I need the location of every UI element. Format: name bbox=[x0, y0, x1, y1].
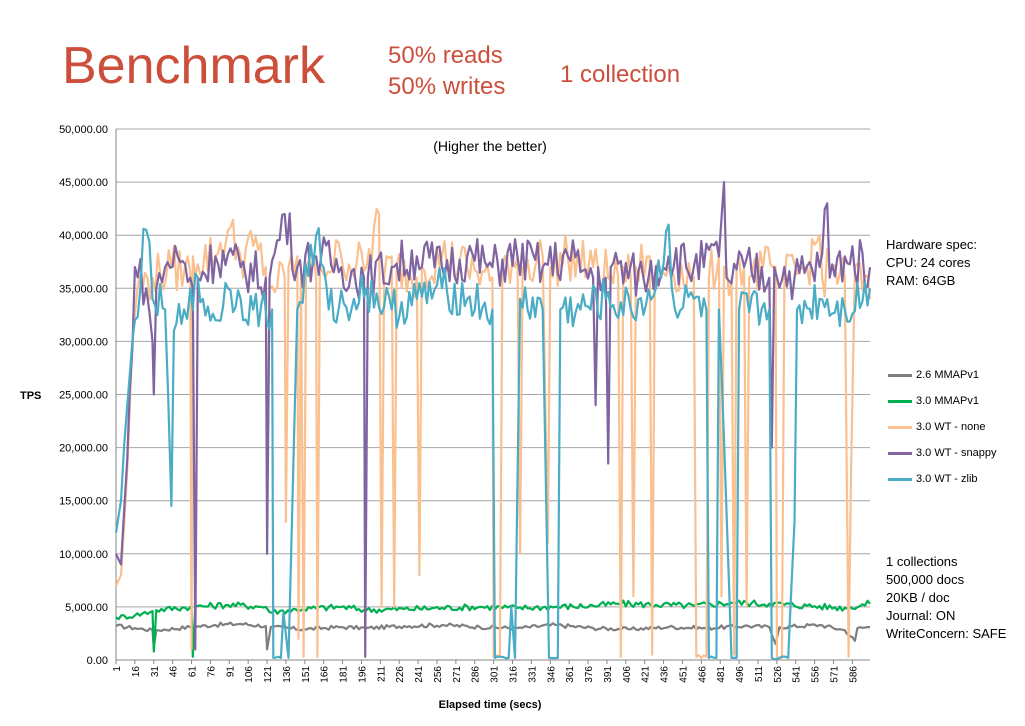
legend-label: 3.0 WT - zlib bbox=[916, 473, 978, 485]
x-tick-label: 271 bbox=[452, 666, 463, 683]
legend-swatch bbox=[888, 477, 912, 481]
legend-swatch bbox=[888, 399, 912, 403]
x-tick-label: 121 bbox=[263, 666, 274, 683]
series-line-4 bbox=[114, 223, 872, 661]
x-axis-title: Elapsed time (secs) bbox=[439, 699, 542, 711]
legend-swatch bbox=[888, 373, 912, 377]
x-tick-label: 406 bbox=[622, 666, 633, 683]
x-tick-label: 196 bbox=[357, 666, 368, 683]
y-tick-label: 45,000.00 bbox=[59, 177, 108, 189]
y-axis-ticks: 0.00 5,000.00 10,000.00 15,000.00 20,000.00 2… bbox=[59, 124, 108, 667]
x-tick-label: 1 bbox=[112, 666, 123, 672]
x-tick-label: 451 bbox=[678, 666, 689, 683]
x-tick-label: 391 bbox=[603, 666, 614, 683]
x-tick-label: 76 bbox=[206, 666, 217, 678]
x-tick-label: 466 bbox=[697, 666, 708, 683]
config-line: WriteConcern: SAFE bbox=[886, 626, 1007, 641]
x-tick-label: 421 bbox=[641, 666, 652, 683]
x-tick-label: 151 bbox=[301, 666, 312, 683]
x-tick-label: 181 bbox=[339, 666, 350, 683]
y-tick-label: 40,000.00 bbox=[59, 230, 108, 242]
x-tick-label: 31 bbox=[150, 666, 161, 678]
x-axis-ticks: 1 16 31 46 61 76 91 106 121 136 151 166 181 196 211 226… bbox=[112, 660, 859, 683]
x-tick-label: 511 bbox=[754, 666, 765, 682]
x-tick-label: 496 bbox=[735, 666, 746, 683]
y-tick-label: 20,000.00 bbox=[59, 443, 108, 455]
x-tick-label: 16 bbox=[131, 666, 142, 678]
series-line-3 bbox=[115, 181, 872, 658]
x-tick-label: 166 bbox=[320, 666, 331, 683]
series-line-0 bbox=[115, 621, 870, 651]
hardware-spec-line: CPU: 24 cores bbox=[886, 255, 971, 270]
legend-entry: 3.0 WT - snappy bbox=[888, 440, 997, 466]
legend-entry: 3.0 MMAPv1 bbox=[888, 388, 997, 414]
x-tick-label: 256 bbox=[433, 666, 444, 683]
hardware-spec-line: Hardware spec: bbox=[886, 237, 978, 252]
config-line: 500,000 docs bbox=[886, 572, 965, 587]
collection-count: 1 collection bbox=[560, 61, 681, 88]
legend-swatch bbox=[888, 451, 912, 455]
x-tick-label: 331 bbox=[527, 666, 538, 683]
series-line-2 bbox=[115, 207, 872, 660]
y-tick-label: 35,000.00 bbox=[59, 283, 108, 295]
x-tick-label: 241 bbox=[414, 666, 425, 683]
x-tick-label: 481 bbox=[716, 666, 727, 683]
chart-annotation: (Higher the better) bbox=[433, 138, 547, 154]
x-tick-label: 541 bbox=[792, 666, 803, 683]
x-tick-label: 361 bbox=[565, 666, 576, 683]
page-title: Benchmark bbox=[62, 37, 325, 95]
writes-ratio: 50% writes bbox=[388, 73, 506, 100]
legend-entry: 3.0 WT - none bbox=[888, 414, 997, 440]
x-tick-label: 376 bbox=[584, 666, 595, 683]
x-tick-label: 526 bbox=[773, 666, 784, 683]
y-tick-label: 15,000.00 bbox=[59, 496, 108, 508]
legend-swatch bbox=[888, 425, 912, 429]
x-tick-label: 571 bbox=[829, 666, 840, 683]
x-tick-label: 286 bbox=[471, 666, 482, 683]
x-tick-label: 301 bbox=[490, 666, 501, 683]
config-line: 20KB / doc bbox=[886, 590, 950, 605]
x-tick-label: 91 bbox=[225, 666, 236, 678]
x-tick-label: 46 bbox=[169, 666, 180, 678]
hardware-spec-line: RAM: 64GB bbox=[886, 273, 956, 288]
reads-ratio: 50% reads bbox=[388, 42, 503, 69]
chart-series bbox=[114, 181, 872, 661]
legend-entry: 2.6 MMAPv1 bbox=[888, 362, 997, 388]
hardware-spec: Hardware spec: CPU: 24 cores RAM: 64GB bbox=[886, 236, 977, 290]
y-tick-label: 50,000.00 bbox=[59, 124, 108, 136]
legend-entry: 3.0 WT - zlib bbox=[888, 466, 997, 492]
chart-legend: 2.6 MMAPv1 3.0 MMAPv1 3.0 WT - none 3.0 WT … bbox=[888, 362, 997, 492]
x-tick-label: 136 bbox=[282, 666, 293, 683]
legend-label: 3.0 WT - snappy bbox=[916, 447, 997, 459]
x-tick-label: 226 bbox=[395, 666, 406, 683]
y-tick-label: 5,000.00 bbox=[65, 602, 108, 614]
y-tick-label: 0.00 bbox=[87, 655, 108, 667]
x-tick-label: 106 bbox=[244, 666, 255, 683]
x-tick-label: 436 bbox=[660, 666, 671, 683]
y-tick-label: 30,000.00 bbox=[59, 336, 108, 348]
x-tick-label: 586 bbox=[848, 666, 859, 683]
legend-label: 2.6 MMAPv1 bbox=[916, 369, 979, 381]
x-tick-label: 556 bbox=[811, 666, 822, 683]
x-tick-label: 316 bbox=[509, 666, 520, 683]
config-line: 1 collections bbox=[886, 554, 958, 569]
x-tick-label: 346 bbox=[546, 666, 557, 683]
y-tick-label: 25,000.00 bbox=[59, 390, 108, 402]
x-tick-label: 61 bbox=[188, 666, 199, 678]
legend-label: 3.0 MMAPv1 bbox=[916, 395, 979, 407]
test-config: 1 collections 500,000 docs 20KB / doc Jo… bbox=[886, 553, 1006, 643]
legend-label: 3.0 WT - none bbox=[916, 421, 986, 433]
config-line: Journal: ON bbox=[886, 608, 956, 623]
y-tick-label: 10,000.00 bbox=[59, 549, 108, 561]
y-axis-title: TPS bbox=[20, 390, 41, 402]
x-tick-label: 211 bbox=[376, 666, 387, 682]
